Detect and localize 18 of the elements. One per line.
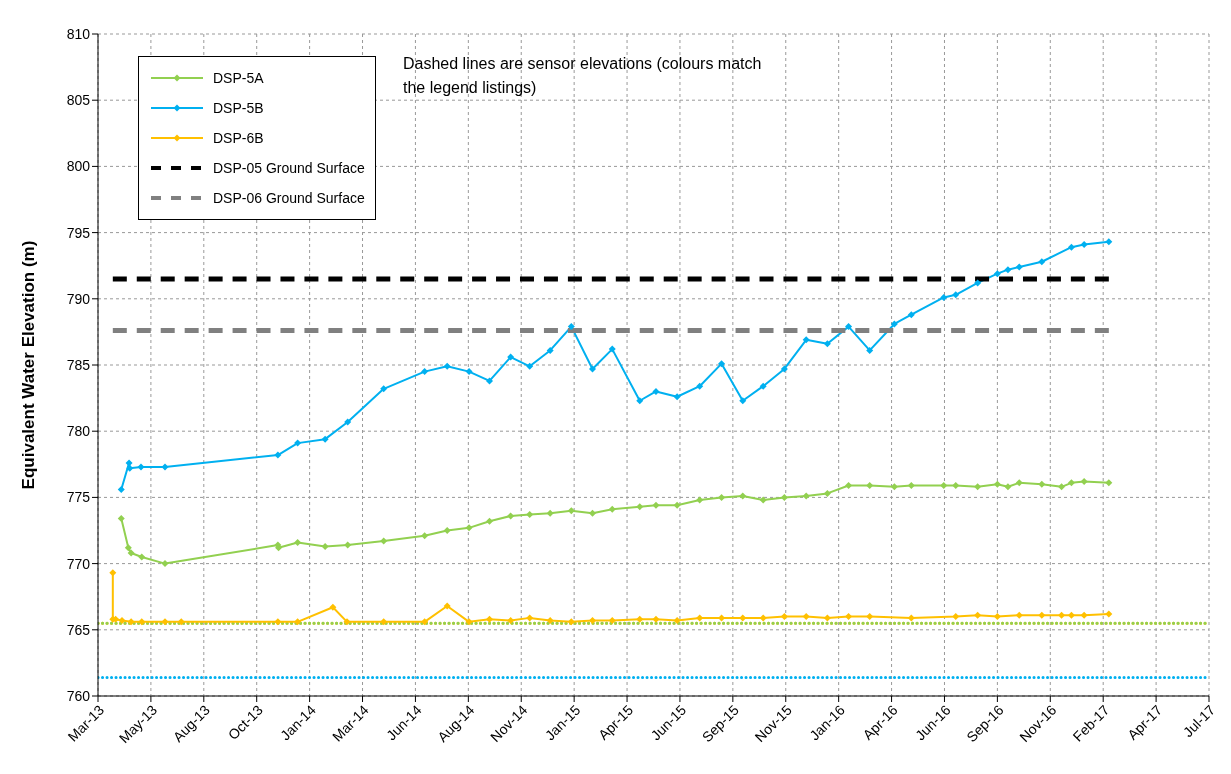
y-tick-label: 795 bbox=[66, 224, 91, 241]
y-tick-label: 800 bbox=[66, 158, 91, 175]
y-tick-label: 805 bbox=[66, 92, 91, 109]
y-tick-label: 775 bbox=[66, 489, 91, 506]
y-tick-label: 790 bbox=[66, 290, 91, 307]
y-tick-label: 810 bbox=[66, 25, 91, 42]
legend-label: DSP-05 Ground Surface bbox=[213, 160, 365, 176]
annotation: Dashed lines are sensor elevations (colours match the legend listings) bbox=[403, 54, 763, 98]
legend-label: DSP-06 Ground Surface bbox=[213, 190, 365, 206]
y-tick-label: 780 bbox=[66, 423, 91, 440]
y-axis-title: Equivalent Water Elevation (m) bbox=[19, 240, 39, 490]
y-tick-label: 760 bbox=[66, 687, 91, 704]
y-tick-label: 765 bbox=[66, 621, 91, 638]
y-tick-label: 785 bbox=[66, 356, 91, 373]
legend-label: DSP-5B bbox=[213, 100, 264, 116]
y-tick-label: 770 bbox=[66, 555, 91, 572]
legend-label: DSP-6B bbox=[213, 130, 264, 146]
legend-label: DSP-5A bbox=[213, 70, 264, 86]
